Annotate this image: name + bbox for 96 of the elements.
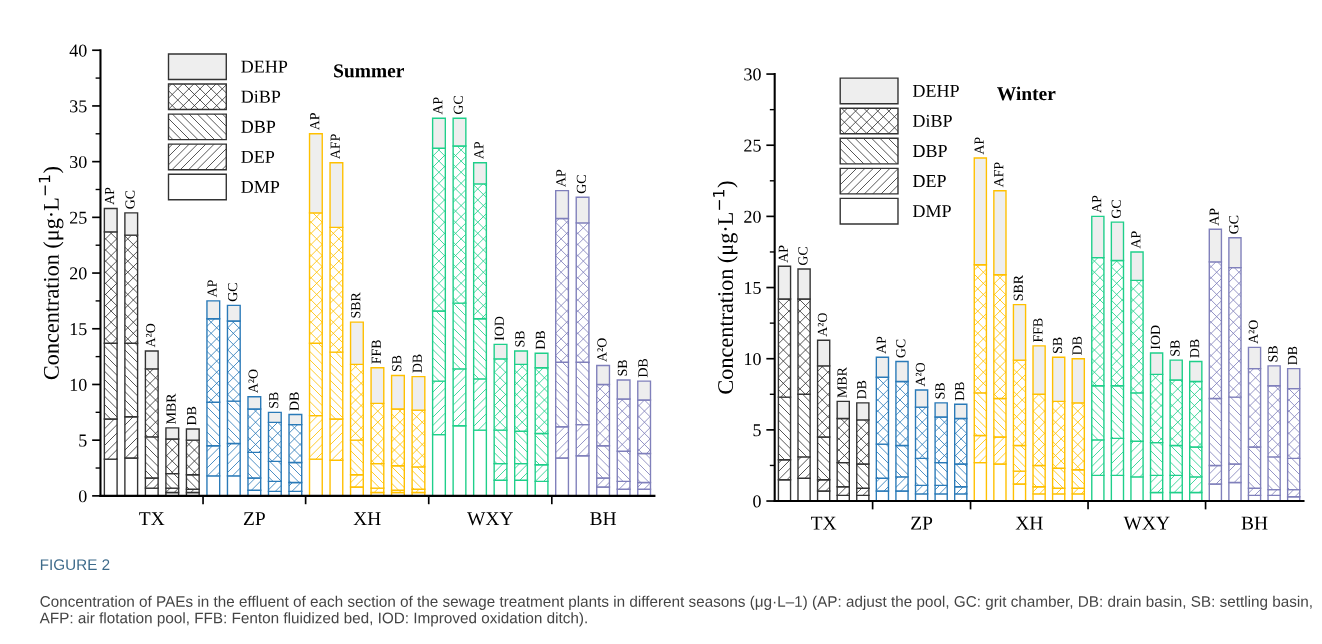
x-tick-label: AP — [104, 187, 115, 205]
x-tick-label: AP — [556, 169, 566, 187]
legend-label: DMP — [241, 180, 280, 193]
x-tick-label: A²O — [248, 369, 258, 394]
text: TX — [811, 516, 837, 530]
x-tick-label: DB — [1072, 336, 1082, 355]
x-tick-label: GC — [576, 175, 587, 194]
y-tick-label: 30 — [70, 155, 87, 169]
x-tick-label: A²O — [1248, 320, 1259, 344]
x-tick-label: SBR — [351, 292, 361, 318]
legend-label: DEP — [241, 150, 275, 163]
legend-label: DBP — [241, 120, 276, 133]
x-tick-label: SB — [515, 331, 525, 347]
y-tick-label: 40 — [69, 44, 87, 57]
y-tick-label: 5 — [753, 424, 761, 437]
x-tick-label: GC — [896, 339, 906, 358]
y-axis-title: Concentration (μg·L$^{−1}$) — [38, 167, 64, 380]
x-tick-label: DB — [289, 392, 299, 411]
caption: FIGURE 2 — [40, 559, 110, 571]
x-tick-label: IOD — [1150, 325, 1161, 350]
text: Summer — [334, 64, 404, 78]
text: XH — [353, 512, 381, 525]
x-tick-label: AP — [207, 280, 217, 298]
x-tick-label: FFB — [371, 340, 381, 364]
x-tick-label: AFP — [330, 134, 340, 160]
y-tick-label: 30 — [744, 68, 761, 81]
legend-label: DMP — [912, 205, 951, 218]
x-tick-label: DB — [1190, 339, 1200, 358]
y-tick-label: 25 — [70, 211, 87, 224]
x-tick-label: GC — [798, 247, 808, 266]
legend-label: DEHP — [241, 60, 288, 73]
x-tick-label: AP — [1209, 208, 1219, 226]
x-tick-label: GC — [125, 190, 135, 209]
x-tick-label: DB — [638, 358, 648, 378]
x-tick-label: SB — [392, 355, 402, 372]
legend-label: DBP — [912, 145, 947, 157]
x-tick-label: SB — [1052, 337, 1063, 353]
x-tick-label: DB — [535, 331, 545, 350]
x-tick-label: FFB — [1033, 318, 1043, 343]
y-tick-label: 20 — [744, 210, 761, 223]
text: WXY — [467, 512, 513, 526]
y-tick-label: 20 — [70, 267, 87, 280]
x-tick-label: AP — [876, 336, 886, 354]
text: TX — [139, 512, 165, 525]
chart-title: Winter — [997, 86, 1056, 101]
x-tick-label: IOD — [494, 316, 504, 341]
legend-label: DiBP — [241, 90, 281, 103]
x-tick-label: A²O — [817, 313, 828, 337]
x-tick-label: AP — [433, 97, 443, 115]
y-tick-label: 0 — [753, 495, 761, 508]
x-tick-label: AFP — [994, 162, 1004, 188]
text: XH — [1015, 516, 1043, 530]
x-tick-label: GC — [1111, 200, 1121, 219]
x-tick-label: SB — [1170, 340, 1180, 356]
text: BH — [590, 512, 617, 526]
y-tick-label: 15 — [70, 323, 87, 336]
x-tick-label: AP — [474, 141, 484, 160]
legend-label: DiBP — [912, 114, 952, 127]
y-tick-label: 10 — [70, 378, 87, 391]
x-tick-label: GC — [453, 96, 463, 115]
x-tick-label: A²O — [145, 323, 156, 348]
x-tick-label: DB — [955, 382, 965, 401]
x-tick-label: SB — [269, 392, 279, 408]
x-tick-label: A²O — [915, 362, 926, 387]
x-tick-label: SB — [617, 360, 628, 376]
x-tick-label: AP — [1092, 195, 1102, 213]
x-tick-label: GC — [227, 283, 238, 302]
x-tick-label: AP — [1131, 231, 1141, 249]
x-tick-label: AP — [310, 113, 320, 131]
text: Concentration of PAEs in the effluent of each section of the sewage treatment plants in different seasons (μg·L–1) (AP: adjust the pool, GC: grit chamber, DB: drain basin, SB: settling basin, AFP: air flotation pool, FFB: Fenton fluidized bed, IOD: Improved oxidation ditch). — [39, 595, 1312, 627]
legend-label: DEHP — [912, 84, 959, 97]
y-tick-label: 5 — [79, 434, 87, 447]
legend-label: DEP — [912, 175, 946, 187]
y-tick-label: 10 — [745, 352, 761, 366]
x-tick-label: DB — [857, 380, 867, 400]
x-tick-label: AP — [974, 137, 984, 155]
y-axis-title: Concentration (μg·L$^{−1}$) — [713, 181, 738, 394]
text: ZP — [911, 516, 933, 530]
x-tick-label: DB — [412, 354, 422, 373]
text: BH — [1241, 516, 1268, 530]
x-tick-label: SBR — [1013, 274, 1023, 301]
text: ZP — [243, 512, 265, 525]
x-tick-label: DB — [1287, 346, 1298, 365]
x-tick-label: MBR — [837, 367, 847, 398]
x-tick-label: GC — [1229, 215, 1239, 234]
x-tick-label: SB — [935, 383, 945, 399]
y-tick-label: 35 — [70, 100, 87, 113]
x-tick-label: DB — [187, 406, 197, 426]
y-tick-label: 0 — [78, 490, 87, 503]
x-tick-label: SB — [1268, 346, 1278, 362]
y-tick-label: 15 — [745, 281, 761, 294]
x-tick-label: MBR — [166, 393, 176, 424]
y-tick-label: 25 — [744, 139, 761, 152]
text: WXY — [1123, 516, 1170, 530]
x-tick-label: AP — [778, 245, 788, 263]
x-tick-label: A²O — [597, 338, 607, 362]
